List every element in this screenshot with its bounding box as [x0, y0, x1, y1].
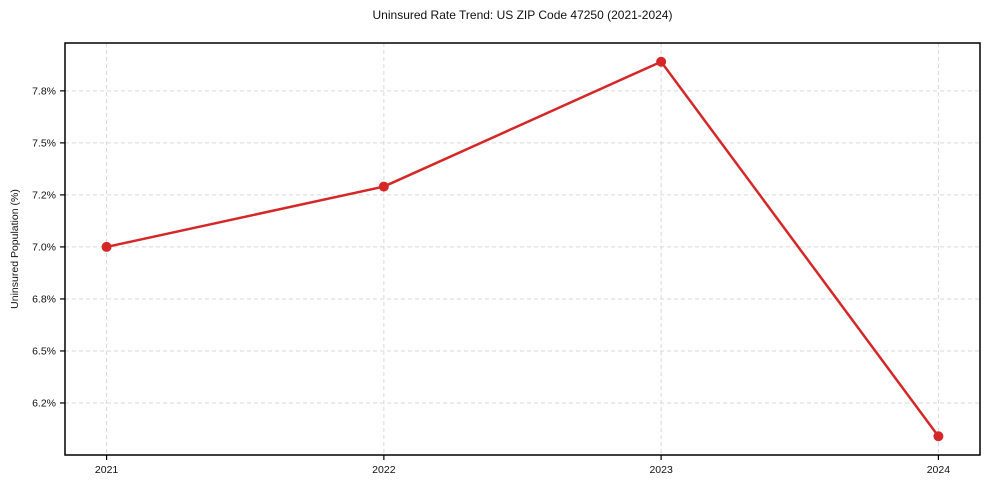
y-tick-label: 7.8% — [32, 85, 56, 97]
x-tick-label: 2021 — [95, 464, 119, 476]
data-point — [101, 241, 112, 252]
y-tick-label: 6.2% — [32, 397, 56, 409]
y-tick-label: 6.8% — [32, 293, 56, 305]
x-tick-label: 2022 — [372, 464, 396, 476]
data-point — [933, 431, 944, 442]
data-point — [378, 181, 389, 192]
y-tick-label: 7.5% — [32, 137, 56, 149]
chart-title: Uninsured Rate Trend: US ZIP Code 47250 … — [372, 8, 673, 22]
x-tick-label: 2023 — [649, 464, 673, 476]
y-tick-label: 6.5% — [32, 345, 56, 357]
plot-border — [64, 42, 981, 456]
data-point — [656, 56, 667, 67]
y-tick-label: 7.0% — [32, 241, 56, 253]
x-tick-label: 2024 — [927, 464, 951, 476]
trend-line — [105, 60, 940, 438]
y-axis-title: Uninsured Population (%) — [9, 189, 21, 309]
y-tick-label: 7.2% — [32, 189, 56, 201]
